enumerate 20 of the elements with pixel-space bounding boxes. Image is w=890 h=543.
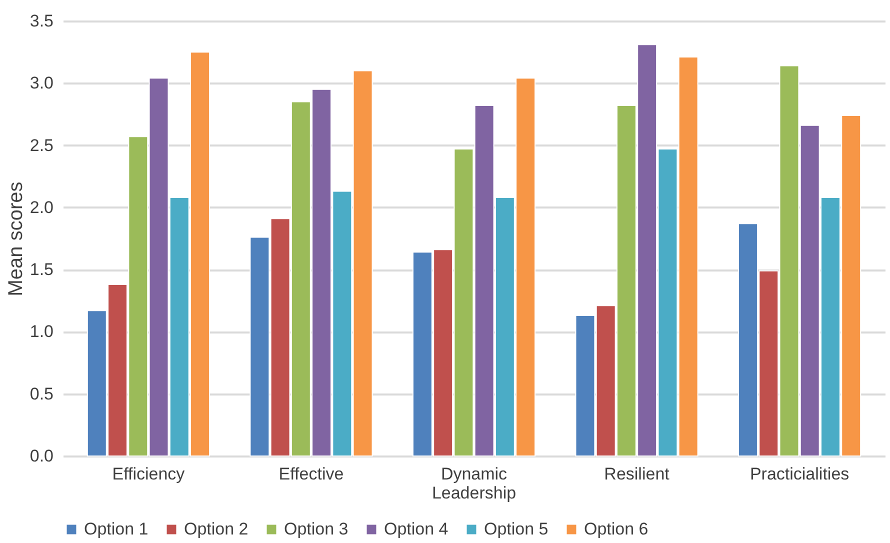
y-tick-label: 0.5	[30, 384, 54, 404]
y-tick-label: 1.5	[30, 260, 54, 280]
legend-label: Option 4	[384, 520, 448, 539]
x-tick-label: Effective	[278, 464, 344, 484]
legend-label: Option 5	[484, 520, 548, 539]
legend-label: Option 2	[184, 520, 248, 539]
y-tick-label: 2.0	[30, 198, 54, 217]
y-tick-label: 0.0	[30, 446, 54, 466]
x-tick-label: Dynamic Leadership	[432, 464, 516, 502]
y-tick-label: 1.0	[30, 322, 54, 342]
legend-label: Option 1	[84, 520, 148, 539]
legend-label: Option 3	[284, 520, 348, 539]
legend-label: Option 6	[584, 520, 648, 539]
y-tick-label: 3.0	[30, 74, 54, 93]
x-tick-label: Resilient	[604, 464, 670, 484]
y-tick-label: 3.5	[30, 12, 54, 30]
y-tick-label: 2.5	[30, 136, 54, 155]
x-tick-label: Practicialities	[750, 464, 850, 484]
x-tick-label: Efficiency	[112, 464, 186, 484]
y-axis-title: Mean scores	[4, 182, 27, 296]
